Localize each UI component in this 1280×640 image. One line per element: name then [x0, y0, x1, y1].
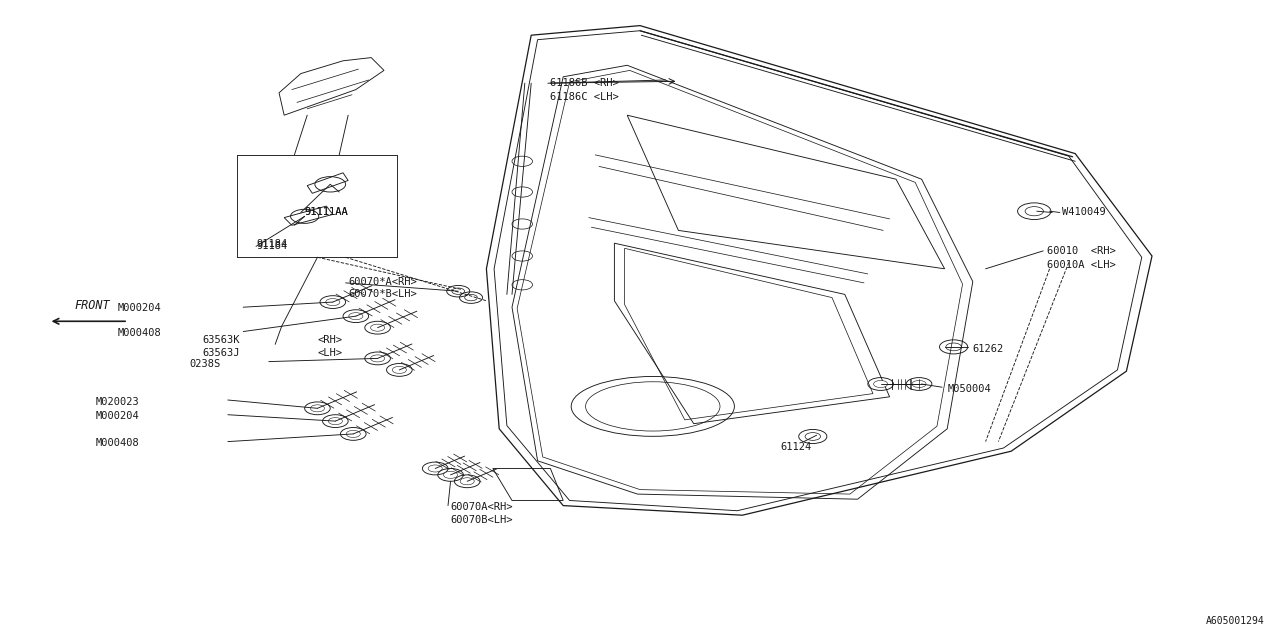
Text: 60070*A<RH>: 60070*A<RH> — [348, 276, 417, 287]
Circle shape — [371, 324, 384, 332]
Text: 91111AA: 91111AA — [305, 207, 348, 218]
Text: 60070A<RH>: 60070A<RH> — [451, 502, 513, 512]
Text: 60070*B<LH>: 60070*B<LH> — [348, 289, 417, 300]
Text: M050004: M050004 — [947, 384, 991, 394]
Text: 60010A <LH>: 60010A <LH> — [1047, 260, 1116, 270]
Text: A605001294: A605001294 — [1206, 616, 1265, 626]
Circle shape — [873, 380, 887, 388]
Text: 91184: 91184 — [256, 239, 287, 250]
Circle shape — [325, 298, 340, 306]
Text: 63563J: 63563J — [202, 348, 239, 358]
Circle shape — [443, 471, 458, 479]
Text: M000408: M000408 — [96, 438, 140, 448]
Text: M000408: M000408 — [118, 328, 161, 338]
Text: 60070B<LH>: 60070B<LH> — [451, 515, 513, 525]
Text: 60010  <RH>: 60010 <RH> — [1047, 246, 1116, 256]
Text: 61186C <LH>: 61186C <LH> — [550, 92, 620, 102]
Text: M000204: M000204 — [96, 411, 140, 421]
Circle shape — [328, 418, 343, 425]
Text: 91111AA: 91111AA — [305, 207, 348, 218]
Text: W410049: W410049 — [1062, 207, 1106, 218]
Circle shape — [911, 380, 927, 388]
Text: 0238S: 0238S — [189, 358, 220, 369]
Text: M000204: M000204 — [118, 303, 161, 314]
Text: M020023: M020023 — [96, 397, 140, 407]
Circle shape — [461, 477, 475, 485]
Text: 61124: 61124 — [781, 442, 812, 452]
Text: <RH>: <RH> — [317, 335, 343, 346]
Text: 61186B <RH>: 61186B <RH> — [550, 78, 620, 88]
Circle shape — [310, 405, 325, 412]
Text: 91184: 91184 — [256, 241, 287, 252]
Text: FRONT: FRONT — [74, 300, 110, 312]
Circle shape — [348, 313, 364, 320]
Circle shape — [371, 355, 384, 362]
Text: <LH>: <LH> — [317, 348, 343, 358]
Circle shape — [428, 465, 443, 472]
Circle shape — [346, 431, 361, 438]
Text: 61262: 61262 — [973, 344, 1004, 354]
Circle shape — [392, 367, 407, 374]
Text: 63563K: 63563K — [202, 335, 239, 346]
